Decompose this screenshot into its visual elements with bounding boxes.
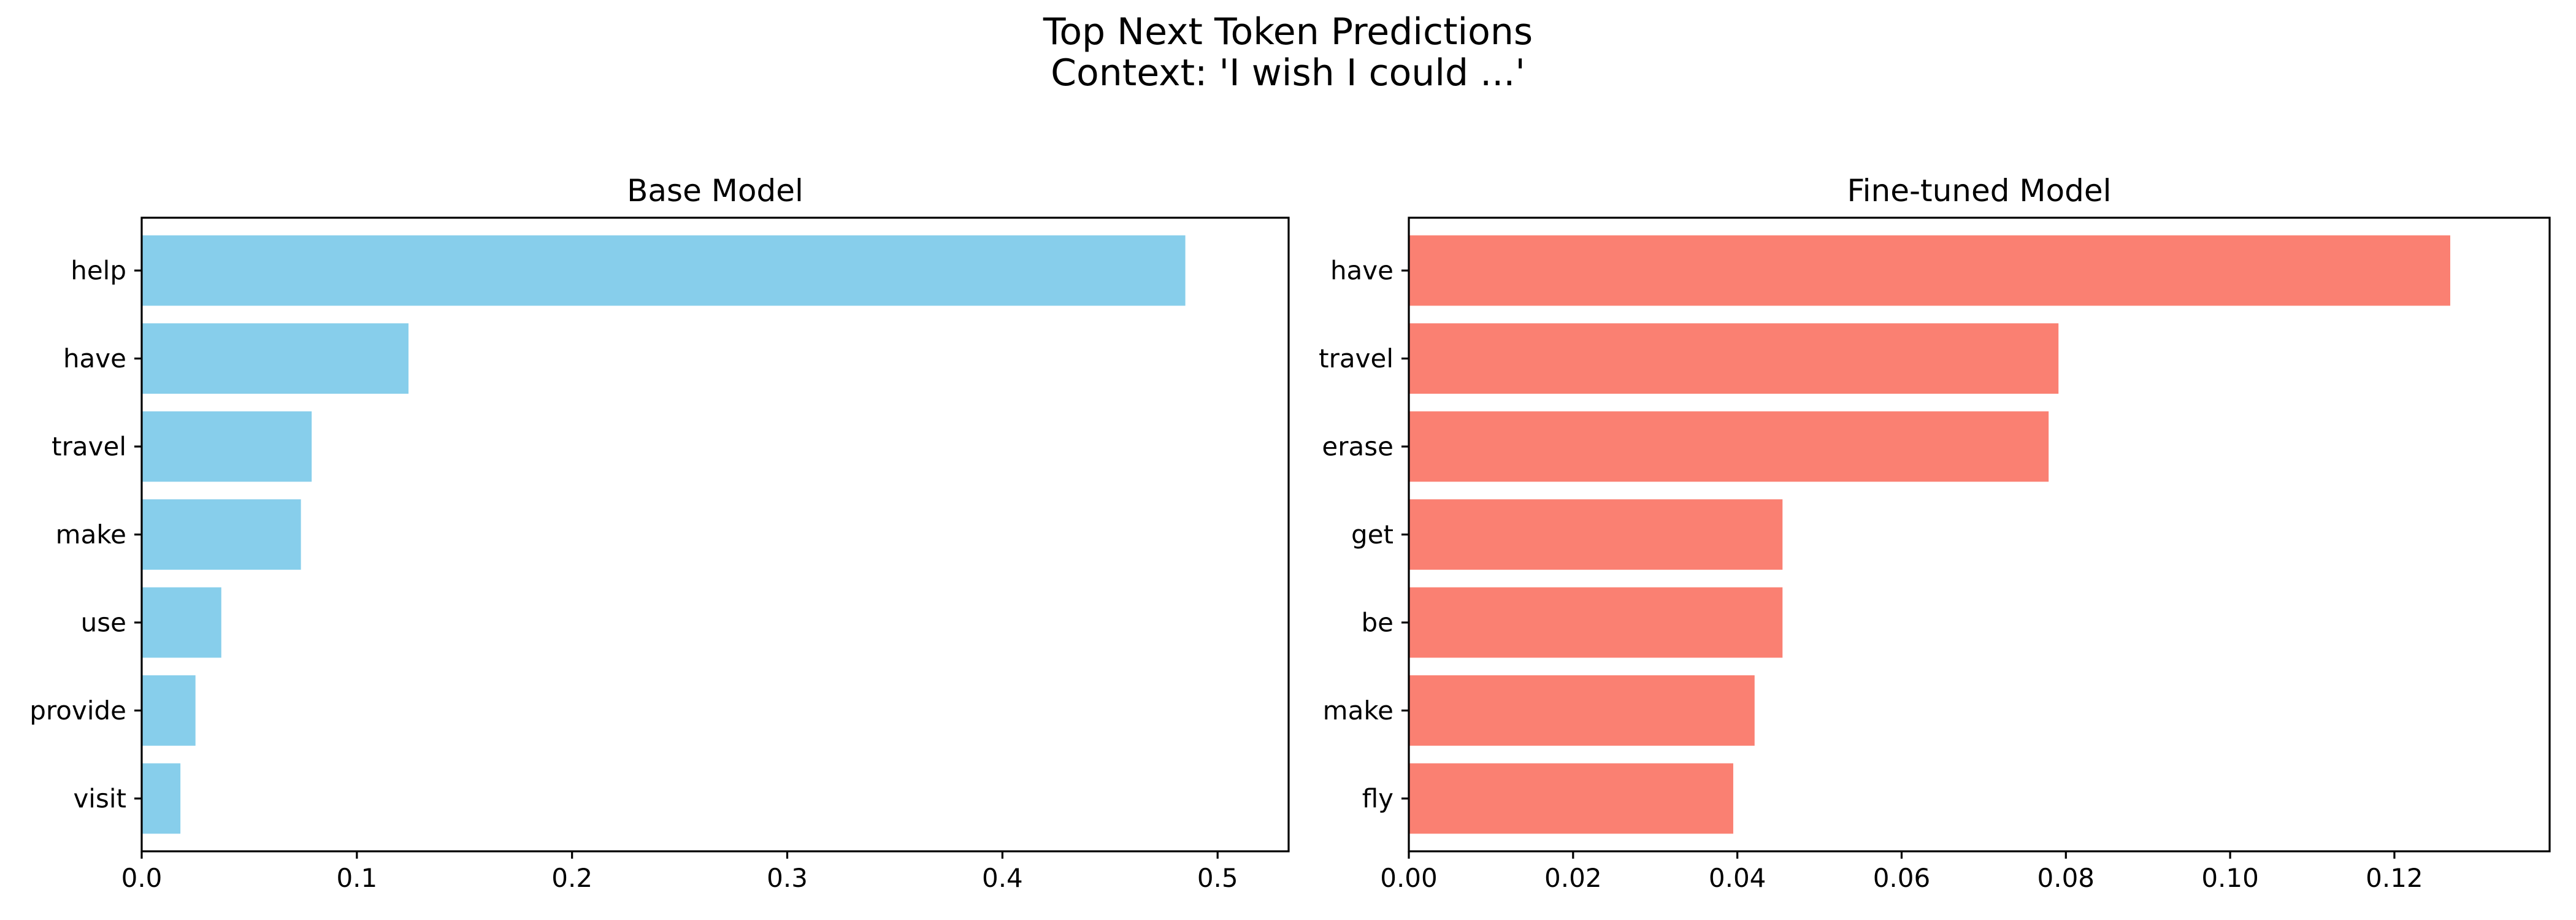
- fine-tuned-model-bar-make: [1409, 675, 1755, 746]
- base-model-bar-use: [142, 587, 221, 658]
- base-model-bar-travel: [142, 411, 312, 482]
- base-model-category-label: make: [56, 519, 126, 550]
- fine-tuned-model-x-tick-label: 0.04: [1709, 863, 1766, 893]
- fine-tuned-model-category-label: get: [1351, 519, 1393, 550]
- fine-tuned-model-category-label: fly: [1362, 783, 1393, 813]
- base-model-bar-make: [142, 499, 301, 570]
- base-model-x-tick-label: 0.1: [336, 863, 377, 893]
- fine-tuned-model-x-tick-label: 0.10: [2201, 863, 2259, 893]
- figure-title-line2: Context: 'I wish I could ...': [1051, 52, 1525, 94]
- fine-tuned-model-axes-frame: [1408, 217, 2551, 853]
- fine-tuned-model-bar-fly: [1409, 763, 1733, 834]
- base-model-x-axis: 0.0 0.1 0.2 0.3 0.4 0.5: [121, 851, 1238, 893]
- fine-tuned-model-x-tick-label: 0.12: [2366, 863, 2423, 893]
- base-model-title: Base Model: [627, 173, 803, 209]
- base-model-category-label: provide: [29, 696, 126, 726]
- fine-tuned-model-category-label: travel: [1319, 343, 1393, 374]
- base-model-category-label: help: [71, 256, 126, 286]
- base-model-category-label: travel: [52, 432, 126, 462]
- fine-tuned-model-category-label: erase: [1322, 432, 1393, 462]
- fine-tuned-model-x-tick-label: 0.06: [1873, 863, 1931, 893]
- fine-tuned-model-bar-erase: [1409, 411, 2049, 482]
- base-model-category-labels: help have travel make use provide visit: [29, 256, 142, 813]
- fine-tuned-model-bar-have: [1409, 235, 2450, 306]
- base-model-chart: Base Model help have travel make use provide v…: [29, 173, 1290, 893]
- fine-tuned-model-bar-get: [1409, 499, 1783, 570]
- figure-title-line1: Top Next Token Predictions: [1043, 10, 1533, 53]
- base-model-bars: [142, 235, 1186, 834]
- fine-tuned-model-category-labels: have travel erase get be make fly: [1319, 256, 1409, 813]
- base-model-bar-have: [142, 323, 409, 394]
- base-model-category-label: use: [81, 607, 126, 637]
- fine-tuned-model-bars: [1409, 235, 2450, 834]
- fine-tuned-model-category-label: make: [1323, 696, 1393, 726]
- fine-tuned-model-chart: Fine-tuned Model have travel erase get be mak…: [1319, 173, 2551, 893]
- base-model-category-label: visit: [73, 783, 126, 813]
- fine-tuned-model-x-tick-label: 0.02: [1544, 863, 1602, 893]
- base-model-bar-visit: [142, 763, 181, 834]
- base-model-x-tick-label: 0.5: [1197, 863, 1238, 893]
- fine-tuned-model-bar-travel: [1409, 323, 2059, 394]
- base-model-x-tick-label: 0.3: [767, 863, 808, 893]
- fine-tuned-model-title: Fine-tuned Model: [1847, 173, 2111, 209]
- base-model-bar-help: [142, 235, 1186, 306]
- base-model-axes-frame: [140, 217, 1290, 853]
- base-model-x-tick-label: 0.2: [551, 863, 592, 893]
- fine-tuned-model-x-tick-label: 0.00: [1380, 863, 1438, 893]
- base-model-x-tick-label: 0.4: [982, 863, 1023, 893]
- base-model-category-label: have: [63, 343, 126, 374]
- base-model-bar-provide: [142, 675, 196, 746]
- fine-tuned-model-category-label: be: [1362, 607, 1394, 637]
- fine-tuned-model-x-axis: 0.00 0.02 0.04 0.06 0.08 0.10 0.12: [1380, 851, 2423, 893]
- fine-tuned-model-bar-be: [1409, 587, 1783, 658]
- fine-tuned-model-x-tick-label: 0.08: [2037, 863, 2095, 893]
- fine-tuned-model-category-label: have: [1330, 256, 1393, 286]
- base-model-x-tick-label: 0.0: [121, 863, 163, 893]
